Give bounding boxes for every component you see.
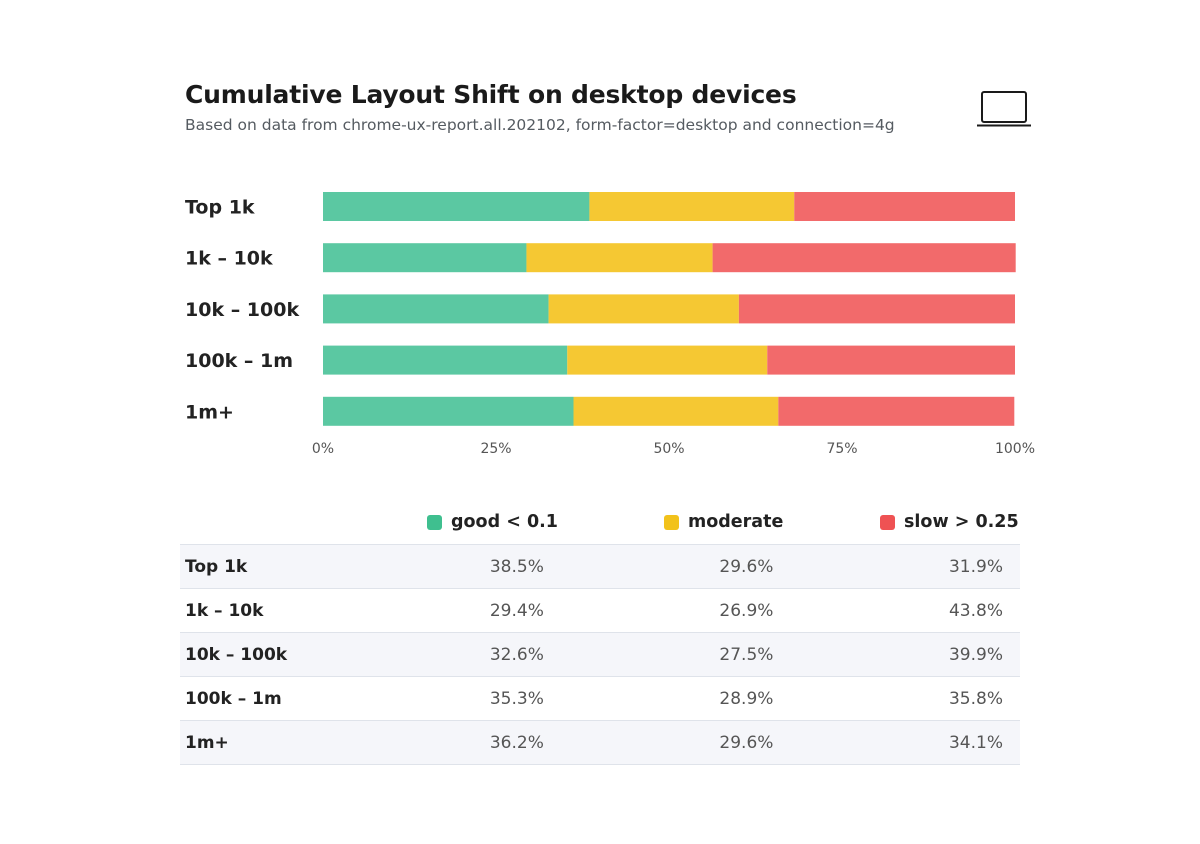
data-table: Top 1k 38.5% 29.6% 31.9% 1k – 10k 29.4% … <box>180 544 1020 765</box>
bar-segment-good <box>323 345 568 375</box>
x-tick-label: 50% <box>653 441 684 457</box>
bar-segment-slow <box>738 294 1015 324</box>
category-label: 100k – 1m <box>185 350 293 372</box>
chart-subtitle: Based on data from chrome-ux-report.all.… <box>185 116 895 134</box>
row-label: 1k – 10k <box>180 588 434 633</box>
cell-slow: 43.8% <box>773 588 1020 633</box>
bar-segment-good <box>323 192 590 221</box>
bar-segment-slow <box>794 192 1015 221</box>
cell-slow: 31.9% <box>773 544 1020 589</box>
legend-label-slow: slow > 0.25 <box>904 512 1019 532</box>
x-tick-label: 100% <box>995 441 1035 457</box>
cell-moderate: 26.9% <box>543 588 774 633</box>
legend-item-moderate: moderate <box>664 510 783 534</box>
bar-segment-moderate <box>589 192 795 221</box>
cell-good: 38.5% <box>433 544 544 589</box>
bar-segment-moderate <box>573 396 779 426</box>
legend-swatch-good <box>427 514 442 530</box>
bar-segment-slow <box>778 396 1015 426</box>
x-tick-label: 25% <box>480 441 511 457</box>
row-label: 100k – 1m <box>180 676 434 721</box>
cell-good: 36.2% <box>433 720 544 765</box>
cell-slow: 35.8% <box>773 676 1020 721</box>
table-row: 10k – 100k 32.6% 27.5% 39.9% <box>180 632 1020 677</box>
bar-segment-moderate <box>548 294 739 324</box>
cell-good: 32.6% <box>433 632 544 677</box>
table-row: Top 1k 38.5% 29.6% 31.9% <box>180 544 1020 589</box>
category-label: 10k – 100k <box>185 299 299 321</box>
x-tick-label: 75% <box>826 441 857 457</box>
cell-moderate: 29.6% <box>543 544 774 589</box>
bar-segment-good <box>323 243 527 273</box>
bar-segment-good <box>323 294 549 324</box>
row-label: 1m+ <box>180 720 434 765</box>
table-row: 1m+ 36.2% 29.6% 34.1% <box>180 720 1020 765</box>
legend-label-moderate: moderate <box>688 512 784 532</box>
category-label: Top 1k <box>185 197 255 219</box>
stacked-bar-chart: Top 1k 1k – 10k 10k – 100k 100k – 1m 1m+ 0% 25… <box>185 192 1035 457</box>
table-row: 100k – 1m 35.3% 28.9% 35.8% <box>180 676 1020 721</box>
cell-good: 29.4% <box>433 588 544 633</box>
legend-item-slow: slow > 0.25 <box>880 510 1019 534</box>
bar-segment-moderate <box>567 345 768 375</box>
chart-title: Cumulative Layout Shift on desktop devic… <box>185 80 797 109</box>
legend-item-good: good < 0.1 <box>427 510 558 534</box>
row-label: Top 1k <box>180 544 434 589</box>
bar-segment-good <box>323 396 574 426</box>
legend-swatch-moderate <box>664 514 679 530</box>
category-label: 1m+ <box>185 401 234 423</box>
bar-segment-slow <box>712 243 1016 273</box>
cell-moderate: 28.9% <box>543 676 774 721</box>
legend-label-good: good < 0.1 <box>451 512 558 532</box>
cell-good: 35.3% <box>433 676 544 721</box>
cell-slow: 39.9% <box>773 632 1020 677</box>
table-row: 1k – 10k 29.4% 26.9% 43.8% <box>180 588 1020 633</box>
cell-slow: 34.1% <box>773 720 1020 765</box>
legend-swatch-slow <box>880 514 895 530</box>
bar-segment-slow <box>767 345 1015 375</box>
category-label: 1k – 10k <box>185 248 273 270</box>
x-tick-label: 0% <box>312 441 334 457</box>
cell-moderate: 27.5% <box>543 632 774 677</box>
bar-segment-moderate <box>526 243 713 273</box>
laptop-icon <box>977 91 1031 127</box>
cell-moderate: 29.6% <box>543 720 774 765</box>
row-label: 10k – 100k <box>180 632 434 677</box>
